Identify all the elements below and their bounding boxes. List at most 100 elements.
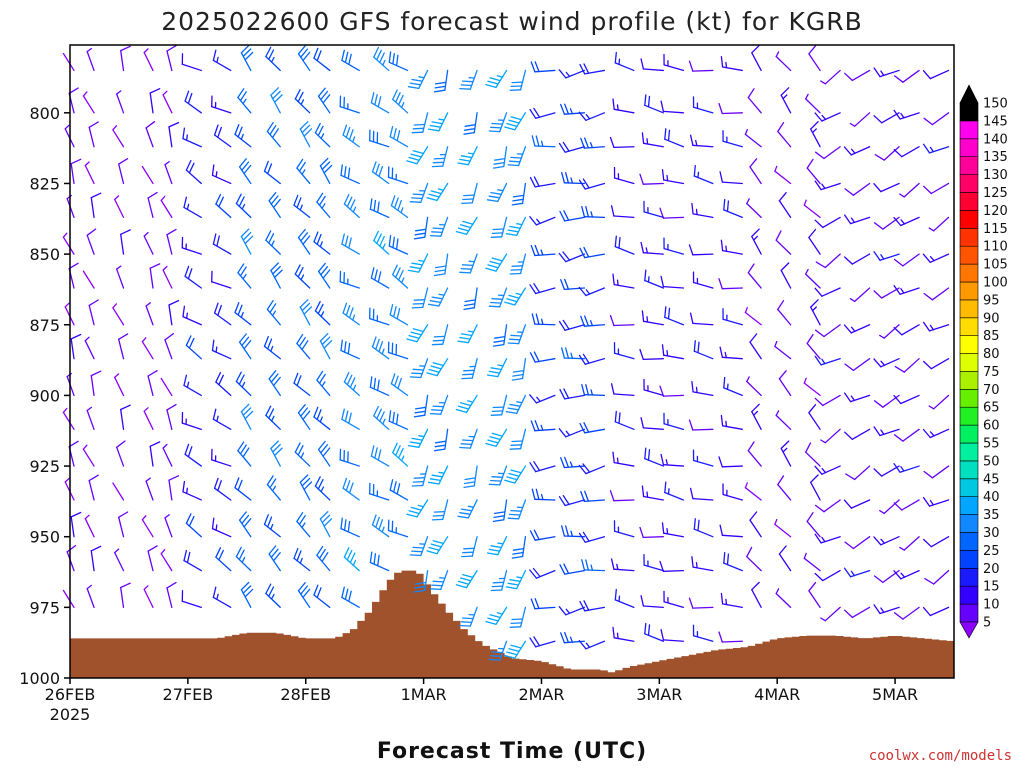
wind-barb [265,405,281,430]
wind-barb [341,49,360,72]
wind-barb [509,69,527,91]
terrain-surface [70,570,954,678]
wind-barb [181,590,202,609]
wind-barb [237,263,252,289]
colorbar-segment [959,102,979,122]
wind-barb [614,51,635,72]
wind-barb [160,549,173,572]
wind-barb [803,552,821,572]
wind-barb [580,137,606,149]
wind-barb [844,182,871,196]
wind-barb [237,441,252,467]
wind-barb [166,581,177,609]
x-tick-label: 3MAR [636,685,682,704]
wind-barb [116,440,126,467]
wind-barb [581,383,606,397]
wind-barb [182,480,202,501]
y-tick-label: 925 [29,457,60,476]
wind-barb [899,182,920,198]
wind-barb [212,408,232,430]
wind-barb [149,263,161,289]
wind-barb [849,112,871,127]
wind-barb [181,236,202,255]
wind-barb [461,536,478,558]
terrain-layer [70,570,954,678]
wind-barb [145,121,156,148]
wind-barb [116,265,125,289]
wind-barb [612,98,635,114]
wind-barb [112,482,125,501]
x-tick-label: 5MAR [872,685,918,704]
wind-barb [340,339,360,360]
colorbar-label: 105 [983,258,1008,273]
wind-barb [691,202,714,219]
colorbar-segment [959,210,979,229]
wind-barb [457,324,478,344]
wind-barb [660,629,685,642]
wind-barb [340,517,360,538]
wind-barb [141,165,154,185]
wind-barb [644,447,664,467]
colorbar-label: 20 [983,562,1000,577]
wind-barb [120,404,131,430]
wind-barb [873,67,900,78]
wind-barb [559,563,586,575]
wind-barb [893,394,920,405]
wind-barb [775,588,792,609]
wind-barb [114,195,125,219]
wind-barb [297,582,311,609]
wind-barb [719,346,743,360]
wind-barb [504,112,527,131]
wind-barb [90,545,102,572]
wind-barb [263,514,281,538]
wind-barb [84,336,95,360]
wind-barb [723,198,743,219]
wind-barb [62,407,75,430]
wind-barb [688,244,714,256]
wind-barb [389,303,409,326]
wind-barb [660,453,685,467]
x-tick-label: 2MAR [518,685,564,704]
wind-barb [751,44,762,72]
wind-barb [529,216,556,226]
wind-barb [873,569,900,584]
wind-barb [369,482,390,501]
wind-barb [488,465,508,486]
colorbar-label: 50 [983,454,1000,469]
wind-barb [373,46,390,72]
wind-barb [429,216,449,237]
x-tick-label: 4MAR [754,685,800,704]
wind-barb [844,536,871,550]
wind-barb [843,499,871,509]
wind-barb [843,392,871,403]
colorbar-label: 125 [983,186,1008,201]
wind-barb [610,558,635,572]
wind-barb [560,103,586,115]
wind-barb [614,588,635,609]
wind-barb [369,376,390,397]
plot-frame [69,44,955,679]
colorbar-segment [959,603,979,623]
wind-barb [806,158,821,185]
wind-barb [529,461,556,473]
wind-barb [873,536,900,546]
wind-barb [389,125,409,148]
wind-barb [558,319,586,331]
wind-barb [641,132,664,148]
colorbar-label: 130 [983,168,1008,183]
wind-barb [693,518,714,538]
wind-barb [486,182,508,203]
wind-barb [928,394,950,410]
wind-barb [145,477,154,501]
wind-barb [215,547,232,572]
wind-barb [166,228,177,255]
wind-barb [411,287,429,309]
wind-barb [88,299,99,326]
wind-barb [873,604,900,615]
wind-barb [339,270,360,289]
wind-barb [873,358,900,368]
y-tick-label: 800 [29,104,60,123]
wind-barb [162,443,173,467]
wind-barb [814,499,841,513]
wind-barb [388,51,409,72]
